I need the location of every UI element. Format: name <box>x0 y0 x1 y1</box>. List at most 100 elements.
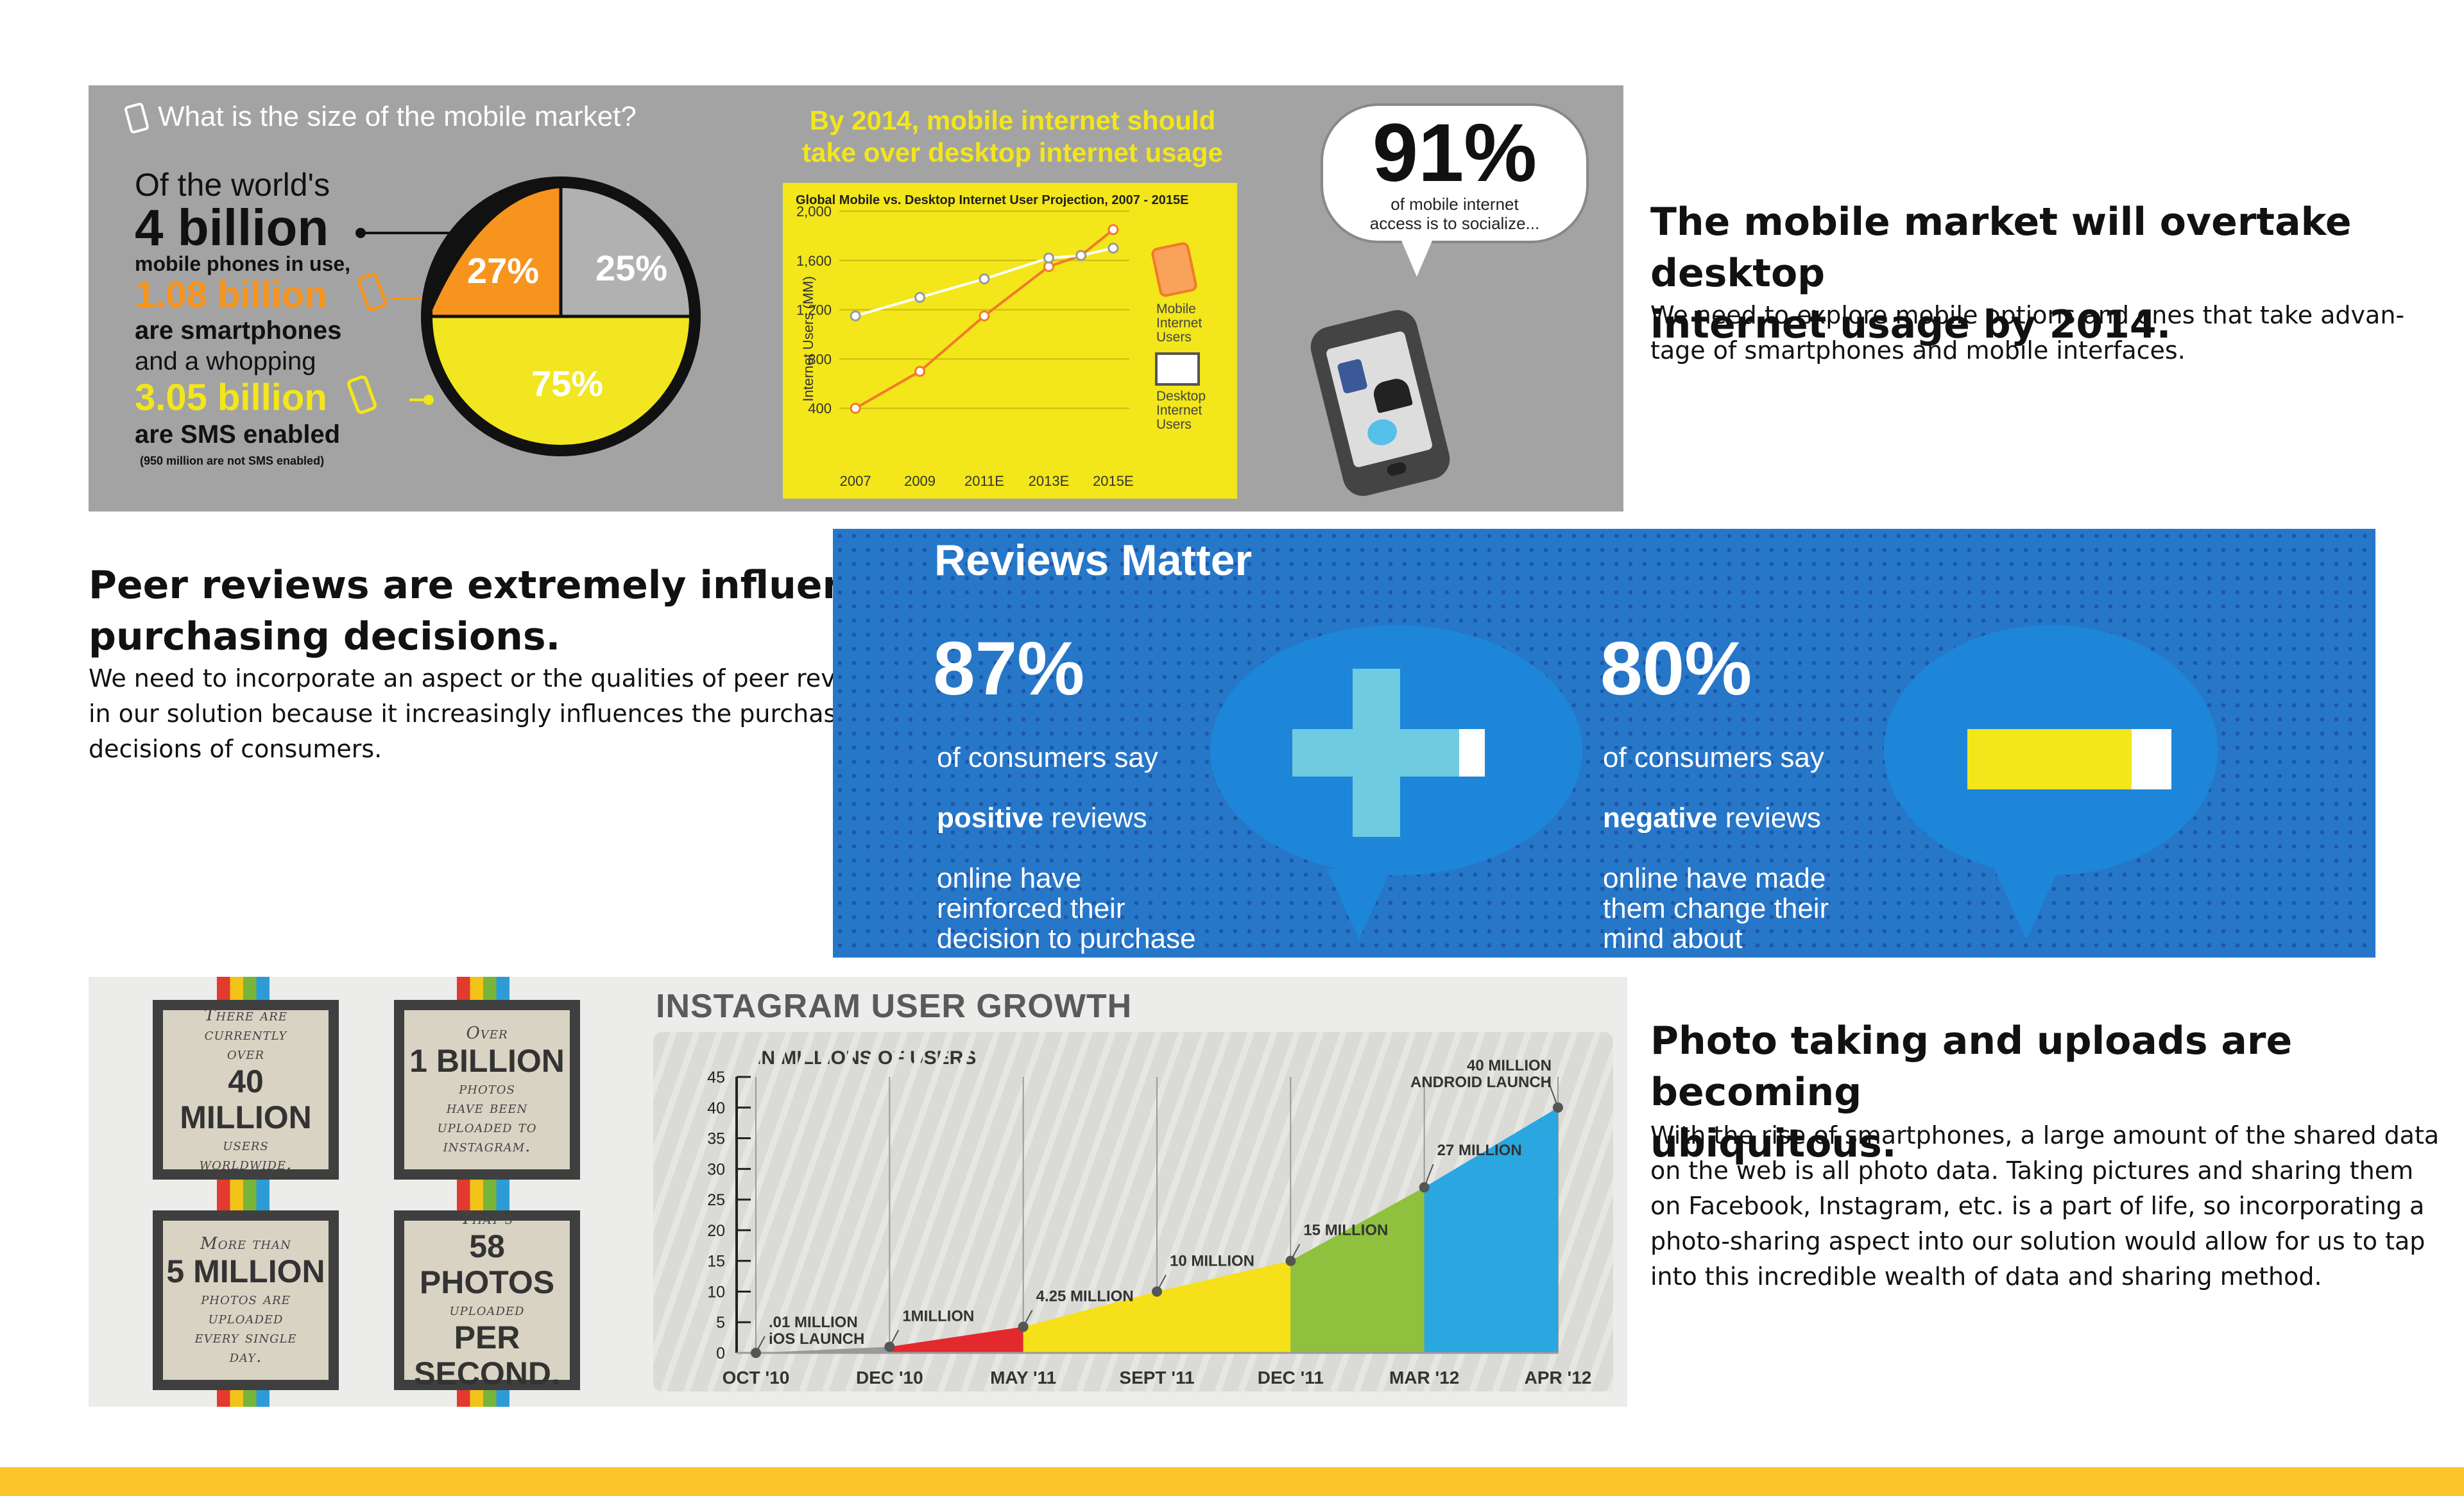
data-point <box>1043 261 1054 272</box>
negative-text-line: negative reviews <box>1603 803 1988 833</box>
data-point <box>979 310 990 322</box>
data-point <box>1108 224 1119 236</box>
negative-keyword: negative <box>1603 802 1718 834</box>
data-point <box>1075 250 1087 261</box>
bubble-tail <box>1398 232 1436 277</box>
caption-title-line: Photo taking and uploads are becoming <box>1650 1019 2293 1115</box>
legend-desktop: Desktop Internet Users <box>1156 389 1206 432</box>
caption-body-line: in our solution because it increasingly … <box>89 700 875 728</box>
negative-bubble-tail <box>1994 869 2058 940</box>
caption-title-line: The mobile market will overtake desktop <box>1650 200 2352 296</box>
area-segment <box>756 1346 890 1353</box>
background-stripe <box>845 1032 977 1391</box>
reviews-title: Reviews Matter <box>934 536 1253 585</box>
background-stripe <box>660 1032 792 1391</box>
pie-label-smartphones: 27% <box>467 250 540 291</box>
data-point <box>1043 252 1054 264</box>
positive-description: of consumers say positive reviews online… <box>937 712 1296 958</box>
card-small-text: uploaded <box>449 1300 525 1320</box>
socialize-speech-bubble: 91% of mobile internet access is to soci… <box>1321 103 1589 243</box>
social-phone-illustration <box>1306 305 1455 501</box>
card-small-text: More than <box>200 1234 291 1253</box>
y-tick-label: 1,600 <box>796 253 832 269</box>
background-stripe <box>653 1032 769 1364</box>
stat-line: 3.05 billion <box>135 377 327 418</box>
card-big-text: 58 PHOTOS <box>419 1228 555 1300</box>
stat-line: 4 billion <box>135 199 329 256</box>
annotation-leader <box>1022 1309 1033 1327</box>
stat-card-photos: Over 1 BILLION photos have been uploaded… <box>394 1000 580 1180</box>
annotation-label: 27 MILLION <box>1437 1142 1522 1159</box>
caption-body-line: on the web is all photo data. Taking pic… <box>1650 1156 2414 1185</box>
stat-line: Of the world's <box>135 167 330 203</box>
line-chart-svg: 2,000 1,600 1,200 800 400 2007 2009 2011E 2013E 2… <box>796 203 1134 489</box>
y-tick-label: 45 <box>707 1069 725 1087</box>
smartphone-pie-chart <box>421 176 701 456</box>
x-tick-label: 2011E <box>964 473 1004 489</box>
data-point <box>1285 1255 1296 1266</box>
instagram-chart-title: INSTAGRAM USER GROWTH <box>656 988 1133 1025</box>
minus-icon-tip <box>2132 729 2171 789</box>
caption-mobile-body: We need to explore mobile options and on… <box>1650 298 2404 368</box>
card-small-text: currently <box>204 1025 287 1044</box>
background-stripe <box>1561 1242 1613 1391</box>
socialize-text: of mobile internet <box>1390 194 1519 214</box>
caption-body-line: With the rise of smartphones, a large am… <box>1650 1121 2440 1149</box>
card-small-text: uploaded <box>208 1309 284 1328</box>
positive-text-line: positive reviews <box>937 803 1296 833</box>
x-tick-label: APR '12 <box>1525 1368 1592 1388</box>
background-stripe <box>822 1032 954 1391</box>
y-tick-label: 5 <box>716 1314 725 1332</box>
background-stripe <box>706 1032 839 1391</box>
card-small-text: over <box>227 1044 265 1063</box>
annotation-label: 4.25 MILLION <box>1036 1287 1134 1305</box>
annotation-label: 10 MILLION <box>1170 1252 1254 1269</box>
y-tick-label: 35 <box>707 1130 725 1148</box>
background-stripe <box>868 1032 1000 1391</box>
caption-photos-body: With the rise of smartphones, a large am… <box>1650 1118 2439 1294</box>
stat-card-per-second: That's 58 PHOTOS uploaded PER SECOND. <box>394 1209 580 1391</box>
background-stripe <box>730 1032 862 1391</box>
caption-body-line: We need to incorporate an aspect or the … <box>89 664 877 692</box>
instagram-growth-infographic: There are currently over 40 MILLION user… <box>89 977 1627 1407</box>
card-big-text: 1 BILLION <box>409 1043 565 1079</box>
negative-percent: 80% <box>1600 626 1752 711</box>
caption-mobile-title: The mobile market will overtake desktop … <box>1650 196 2464 350</box>
annotation-label: .01 MILLION <box>769 1314 858 1331</box>
caption-reviews-body: We need to incorporate an aspect or the … <box>89 661 877 767</box>
plus-icon <box>1353 669 1400 837</box>
annotation-label: iOS LAUNCH <box>769 1330 864 1348</box>
stat-line: 1.08 billion <box>135 274 327 316</box>
caption-title-line: ubiquitous. <box>1650 1121 1897 1166</box>
positive-text-line: of consumers say <box>937 742 1158 773</box>
annotation-label: 1MILLION <box>902 1307 974 1325</box>
caption-photos-title: Photo taking and uploads are becoming ub… <box>1650 1015 2464 1169</box>
rainbow-stripe <box>457 977 509 1002</box>
headline-line: By 2014, mobile internet should <box>809 105 1216 135</box>
card-small-text: There are <box>204 1006 287 1025</box>
caption-body-line: photo-sharing aspect into our solution w… <box>1650 1227 2426 1255</box>
card-small-text: photos <box>459 1079 515 1098</box>
positive-text-span: reviews <box>1043 802 1147 834</box>
data-point <box>914 291 926 303</box>
x-tick-label: 2013E <box>1029 473 1070 489</box>
stat-line: are SMS enabled <box>135 420 341 449</box>
reviews-matter-infographic: Reviews Matter 87% of consumers say posi… <box>833 529 2375 958</box>
background-stripe <box>653 1032 700 1167</box>
background-stripe <box>776 1032 908 1391</box>
x-tick-label: DEC '11 <box>1258 1368 1324 1388</box>
background-stripe <box>1607 1374 1613 1391</box>
phone-screen <box>1325 330 1433 469</box>
stat-line: and a whopping <box>135 347 316 375</box>
card-small-text: day. <box>229 1347 262 1366</box>
area-segment <box>1157 1260 1291 1353</box>
area-segment <box>1290 1187 1425 1353</box>
question-text: What is the size of the mobile market? <box>158 101 637 132</box>
background-stripe <box>937 1032 1070 1391</box>
negative-text-rest: online have made them change their mind … <box>1603 863 1899 958</box>
annotation-leader <box>1290 1244 1301 1262</box>
data-point <box>1419 1182 1430 1192</box>
annotation-label: 15 MILLION <box>1303 1222 1388 1239</box>
background-stripe <box>961 1032 1093 1391</box>
caption-body-line: into this incredible wealth of data and … <box>1650 1262 2322 1291</box>
